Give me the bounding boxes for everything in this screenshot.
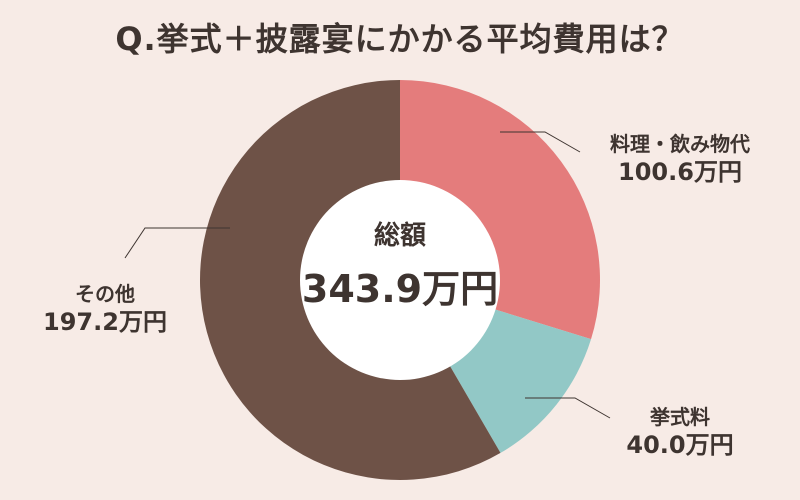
chart-title: Q.挙式＋披露宴にかかる平均費用は？ <box>115 20 685 58</box>
total-label: 総額 <box>373 221 426 251</box>
total-value: 343.9万円 <box>301 267 499 311</box>
slice-name-food: 料理・飲み物代 <box>610 132 750 156</box>
leader-line-other <box>124 227 230 259</box>
slice-label-other: その他 197.2万円 <box>30 282 180 337</box>
slice-value-food: 100.6万円 <box>618 158 742 186</box>
leader-line-ceremony <box>525 397 611 419</box>
slice-value-ceremony: 40.0万円 <box>626 431 734 459</box>
slice-label-food: 料理・飲み物代 100.6万円 <box>580 132 780 187</box>
slice-label-ceremony: 挙式料 40.0万円 <box>600 405 760 460</box>
slice-name-other: その他 <box>75 282 135 306</box>
slice-name-ceremony: 挙式料 <box>650 405 710 429</box>
donut-hole <box>300 180 500 380</box>
total-display: 総額 343.9万円 <box>300 215 500 313</box>
slice-value-other: 197.2万円 <box>43 308 167 336</box>
leader-line-food <box>500 131 581 153</box>
